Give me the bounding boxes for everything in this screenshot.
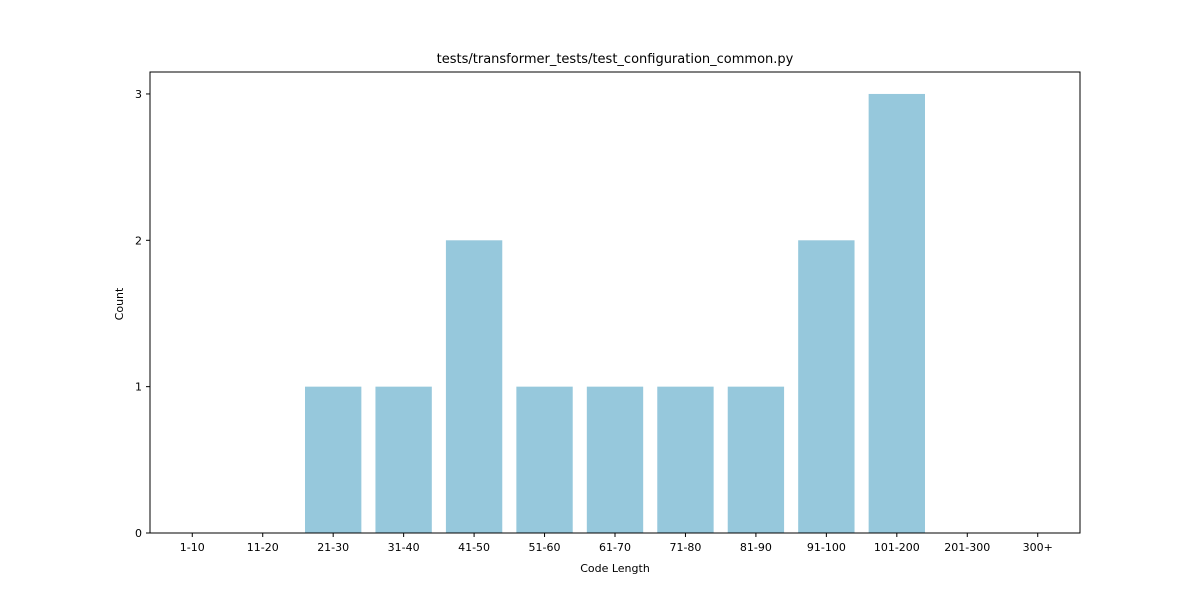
x-tick-label: 1-10 xyxy=(180,541,205,554)
bar-61-70 xyxy=(586,386,644,533)
bar-31-40 xyxy=(375,386,432,533)
bar-21-30 xyxy=(305,386,362,533)
x-tick-label: 11-20 xyxy=(247,541,279,554)
x-tick-label: 41-50 xyxy=(458,541,490,554)
y-tick-label: 1 xyxy=(135,381,142,394)
x-tick-label: 71-80 xyxy=(669,541,701,554)
bar-41-50 xyxy=(445,240,503,534)
bar-91-100 xyxy=(798,240,855,534)
x-tick-label: 61-70 xyxy=(599,541,631,554)
x-axis-title: Code Length xyxy=(580,562,650,575)
x-tick-label: 201-300 xyxy=(944,541,990,554)
x-tick-label: 51-60 xyxy=(529,541,561,554)
bar-101-200 xyxy=(868,93,925,533)
chart-title: tests/transformer_tests/test_configurati… xyxy=(437,52,794,67)
bar-81-90 xyxy=(727,386,785,533)
bar-71-80 xyxy=(657,386,714,533)
y-axis-title: Count xyxy=(113,287,126,320)
x-tick-label: 101-200 xyxy=(874,541,920,554)
bar-51-60 xyxy=(516,386,573,533)
y-tick-label: 0 xyxy=(135,527,142,540)
x-tick-label: 31-40 xyxy=(388,541,420,554)
y-tick-label: 2 xyxy=(135,234,142,247)
bars-layer xyxy=(305,93,925,534)
x-tick-label: 81-90 xyxy=(740,541,772,554)
x-tick-label: 300+ xyxy=(1023,541,1053,554)
y-tick-label: 3 xyxy=(135,88,142,101)
ticks-layer: 1-10 11-20 21-30 31-40 41-50 51-60 61-70 71-80 8… xyxy=(135,88,1053,554)
x-tick-label: 91-100 xyxy=(807,541,846,554)
x-tick-label: 21-30 xyxy=(317,541,349,554)
